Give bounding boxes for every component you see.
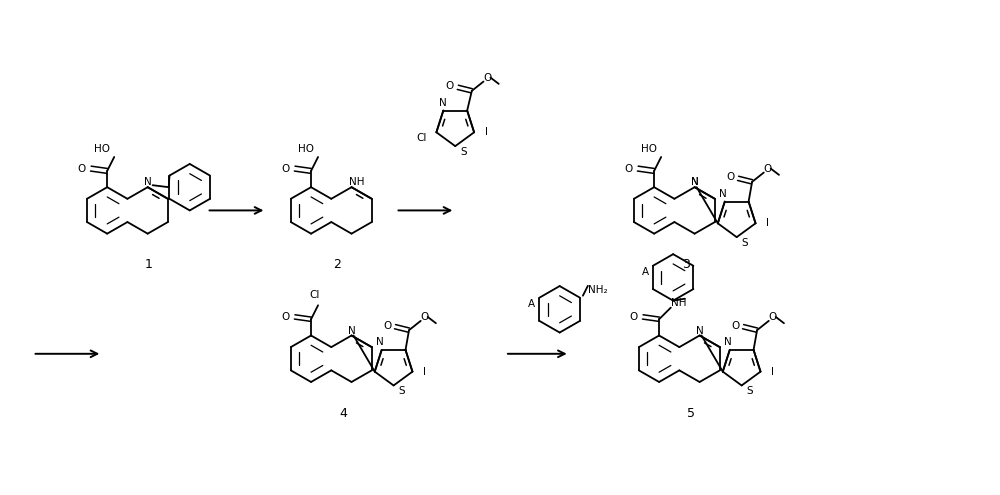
- Text: NH: NH: [671, 297, 687, 308]
- Text: HO: HO: [298, 144, 314, 154]
- Text: N: N: [439, 98, 447, 108]
- Text: S: S: [460, 147, 467, 157]
- Text: S: S: [741, 238, 748, 248]
- Text: O: O: [421, 312, 429, 322]
- Text: 3: 3: [682, 258, 690, 271]
- Text: HO: HO: [641, 144, 657, 154]
- Text: 4: 4: [339, 406, 347, 420]
- Text: N: N: [144, 177, 152, 187]
- Text: Cl: Cl: [416, 133, 427, 143]
- Text: A: A: [528, 299, 535, 309]
- Text: S: S: [398, 387, 405, 396]
- Text: N: N: [348, 326, 355, 336]
- Text: N: N: [724, 337, 732, 347]
- Text: O: O: [726, 172, 734, 182]
- Text: O: O: [78, 163, 86, 174]
- Text: I: I: [485, 127, 488, 137]
- Text: O: O: [769, 312, 777, 322]
- Text: 5: 5: [687, 406, 695, 420]
- Text: O: O: [625, 163, 633, 174]
- Text: N: N: [719, 189, 727, 198]
- Text: N: N: [691, 177, 698, 187]
- Text: N: N: [696, 326, 703, 336]
- Text: O: O: [483, 73, 492, 83]
- Text: O: O: [282, 312, 290, 322]
- Text: O: O: [764, 163, 772, 174]
- Text: NH: NH: [349, 177, 364, 187]
- Text: O: O: [383, 321, 391, 331]
- Text: O: O: [630, 312, 638, 322]
- Text: NH₂: NH₂: [588, 285, 608, 295]
- Text: 2: 2: [333, 258, 341, 271]
- Text: A: A: [642, 267, 649, 278]
- Text: HO: HO: [94, 144, 110, 154]
- Text: O: O: [731, 321, 739, 331]
- Text: O: O: [446, 81, 454, 92]
- Text: O: O: [282, 163, 290, 174]
- Text: S: S: [746, 387, 753, 396]
- Text: Cl: Cl: [309, 291, 319, 300]
- Text: I: I: [771, 367, 774, 377]
- Text: I: I: [423, 367, 426, 377]
- Text: 1: 1: [145, 258, 153, 271]
- Text: I: I: [766, 218, 769, 228]
- Text: N: N: [691, 177, 698, 187]
- Text: N: N: [376, 337, 384, 347]
